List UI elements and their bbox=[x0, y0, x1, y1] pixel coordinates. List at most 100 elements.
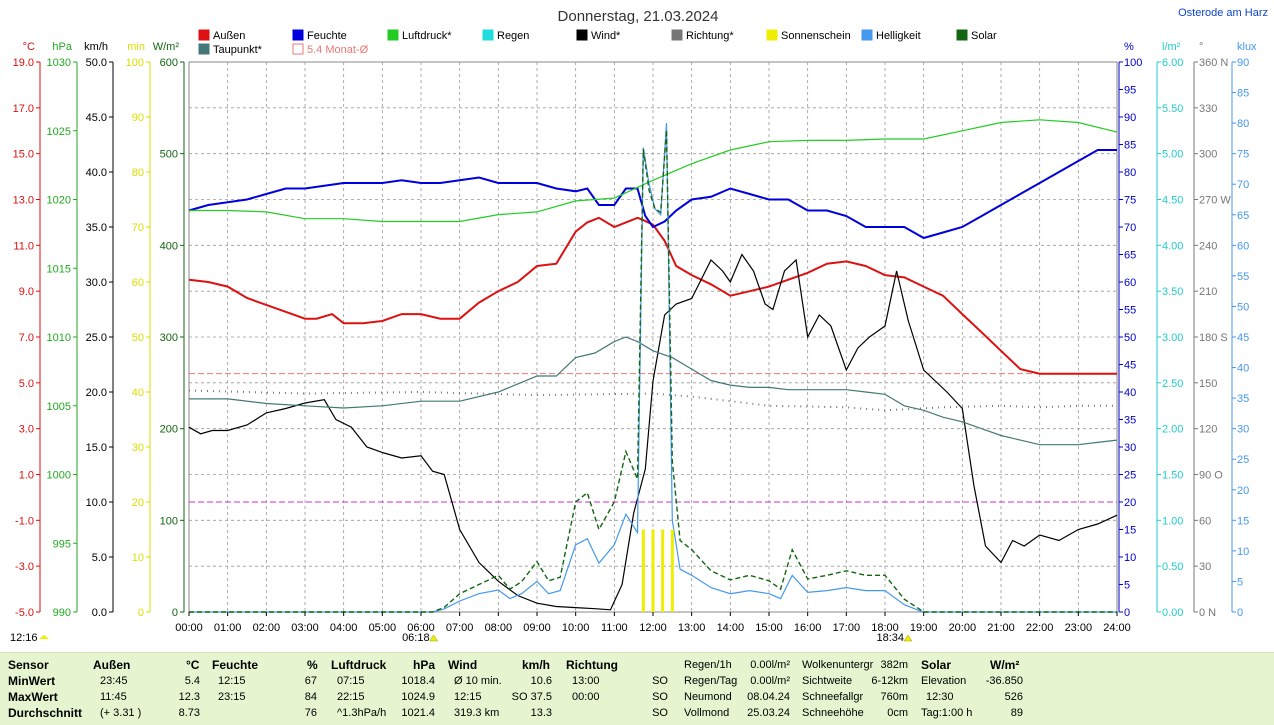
col-header-feuchte-unit: % bbox=[307, 658, 318, 672]
axis-tick-label: 45.0 bbox=[86, 112, 107, 124]
x-axis-tick-label: 00:00 bbox=[175, 622, 203, 634]
x-axis-tick-label: 22:00 bbox=[1026, 622, 1054, 634]
sun-marker-icon bbox=[429, 634, 439, 642]
x-axis-tick-label: 13:00 bbox=[678, 622, 706, 634]
axis-tick-label: 70 bbox=[1124, 222, 1136, 234]
axis-tick-label: 400 bbox=[160, 240, 178, 252]
legend-label: Taupunkt* bbox=[213, 44, 263, 56]
axis-tick-label: 1.50 bbox=[1162, 470, 1183, 482]
legend-label: Regen bbox=[497, 30, 529, 42]
legend-label: Feuchte bbox=[307, 30, 347, 42]
axis-tick-label: 60 bbox=[1199, 515, 1211, 527]
axis-tick-label: 80 bbox=[1237, 118, 1249, 130]
axis-tick-label: 50 bbox=[1237, 301, 1249, 313]
axis-tick-label: 120 bbox=[1199, 424, 1217, 436]
axis-tick-label: 600 bbox=[160, 57, 178, 69]
axis-tick-label: 85 bbox=[1237, 88, 1249, 100]
axis-tick-label: 995 bbox=[53, 538, 71, 550]
table-cell: Ø 10 min. bbox=[454, 675, 502, 687]
corner-time: 12:16 bbox=[10, 632, 38, 644]
axis-tick-label: 10 bbox=[1124, 552, 1136, 564]
x-axis-tick-label: 21:00 bbox=[987, 622, 1015, 634]
table-cell: 1024.9 bbox=[401, 691, 435, 703]
extra-value: 08.04.24 bbox=[747, 691, 790, 703]
axis-tick-label: 35.0 bbox=[86, 222, 107, 234]
axis-tick-label: 0 bbox=[172, 607, 178, 619]
axis-tick-label: 360 N bbox=[1199, 57, 1228, 69]
x-axis-tick-label: 15:00 bbox=[755, 622, 783, 634]
table-cell: 84 bbox=[304, 691, 317, 703]
axis-tick-label: 15 bbox=[1237, 515, 1249, 527]
legend-swatch bbox=[861, 29, 873, 41]
table-cell: 11:45 bbox=[100, 691, 127, 703]
table-cell: 07:15 bbox=[337, 675, 365, 687]
sunshine-bar bbox=[651, 529, 655, 612]
series-line-helligkeit bbox=[189, 123, 1117, 613]
axis-tick-label: 90 bbox=[132, 112, 144, 124]
axis-tick-label: 4.50 bbox=[1162, 195, 1183, 207]
axis-tick-label: 300 bbox=[1199, 149, 1217, 161]
legend-label: Wind* bbox=[591, 30, 621, 42]
axis-tick-label: 85 bbox=[1124, 140, 1136, 152]
x-axis-tick-label: 10:00 bbox=[562, 622, 590, 634]
extra-value: 0.00l/m² bbox=[750, 675, 790, 687]
chart-title: Donnerstag, 21.03.2024 bbox=[558, 8, 719, 25]
table-cell: SO bbox=[652, 675, 668, 687]
extra2-value: 6-12km bbox=[871, 675, 908, 687]
axis-tick-label: 0.00 bbox=[1162, 607, 1183, 619]
x-axis-tick-label: 19:00 bbox=[910, 622, 938, 634]
axis-unit-label: km/h bbox=[84, 41, 108, 53]
axis-tick-label: 65 bbox=[1237, 210, 1249, 222]
axis-tick-label: 50 bbox=[1124, 332, 1136, 344]
axis-tick-label: 0.0 bbox=[92, 607, 107, 619]
axis-tick-label: 1.00 bbox=[1162, 515, 1183, 527]
axis-tick-label: 40 bbox=[132, 387, 144, 399]
axis-tick-label: 1020 bbox=[47, 195, 71, 207]
legend-swatch bbox=[671, 29, 683, 41]
x-axis-tick-label: 08:00 bbox=[485, 622, 513, 634]
axis-tick-label: 15.0 bbox=[86, 442, 107, 454]
axis-tick-label: 75 bbox=[1237, 149, 1249, 161]
axis-tick-label: 80 bbox=[1124, 167, 1136, 179]
solar-value: 89 bbox=[1010, 707, 1023, 719]
axis-tick-label: 0 bbox=[1237, 607, 1243, 619]
reference-lines bbox=[189, 373, 1117, 503]
axis-unit-label: °C bbox=[23, 41, 35, 53]
table-cell: 13:00 bbox=[572, 675, 600, 687]
table-cell: 00:00 bbox=[572, 691, 600, 703]
extra2-label: Schneefallgr bbox=[802, 691, 864, 703]
location-label: Osterode am Harz bbox=[1178, 7, 1268, 19]
solar-header: Solar bbox=[921, 658, 952, 672]
series-line-au-en bbox=[188, 216, 1117, 375]
table-cell: 67 bbox=[304, 675, 317, 687]
axis-tick-label: 990 bbox=[53, 607, 71, 619]
legend-swatch bbox=[292, 29, 304, 41]
chart-axes: 19.0 17.0 15.0 13.0 11.0 9.0 7.0 5.0 3.0 1.0 -1.0 -… bbox=[13, 41, 1257, 644]
axis-tick-label: 30 bbox=[1124, 442, 1136, 454]
axis-tick-label: 15 bbox=[1124, 525, 1136, 537]
axis-tick-label: 0 bbox=[138, 607, 144, 619]
extra-label: Vollmond bbox=[684, 707, 730, 719]
extra2-label: Schneehöhe bbox=[802, 707, 864, 719]
table-cell: SO 37.5 bbox=[511, 691, 552, 703]
axis-tick-label: 60 bbox=[132, 277, 144, 289]
x-axis-tick-label: 12:00 bbox=[639, 622, 667, 634]
col-header-druck: Luftdruck bbox=[331, 658, 387, 672]
axis-tick-label: 5.0 bbox=[19, 378, 34, 390]
legend-label: 5.4 Monat-Ø bbox=[307, 44, 369, 56]
axis-unit-label: hPa bbox=[52, 41, 72, 53]
axis-tick-label: 30.0 bbox=[86, 277, 107, 289]
axis-tick-label: 7.0 bbox=[19, 332, 34, 344]
extra2-value: 0cm bbox=[887, 707, 908, 719]
series-line-feuchte bbox=[188, 149, 1117, 240]
axis-tick-label: 35 bbox=[1237, 393, 1249, 405]
axis-tick-label: 35 bbox=[1124, 415, 1136, 427]
axis-tick-label: 20 bbox=[132, 497, 144, 509]
axis-tick-label: 50 bbox=[132, 332, 144, 344]
table-cell: 319.3 km bbox=[454, 707, 500, 719]
x-axis-tick-label: 14:00 bbox=[717, 622, 745, 634]
row-label: Durchschnitt bbox=[8, 706, 83, 720]
sun-marker-label: 06:18 bbox=[402, 632, 430, 644]
axis-tick-label: 1010 bbox=[47, 332, 71, 344]
col-header-aussen-unit: °C bbox=[186, 658, 200, 672]
